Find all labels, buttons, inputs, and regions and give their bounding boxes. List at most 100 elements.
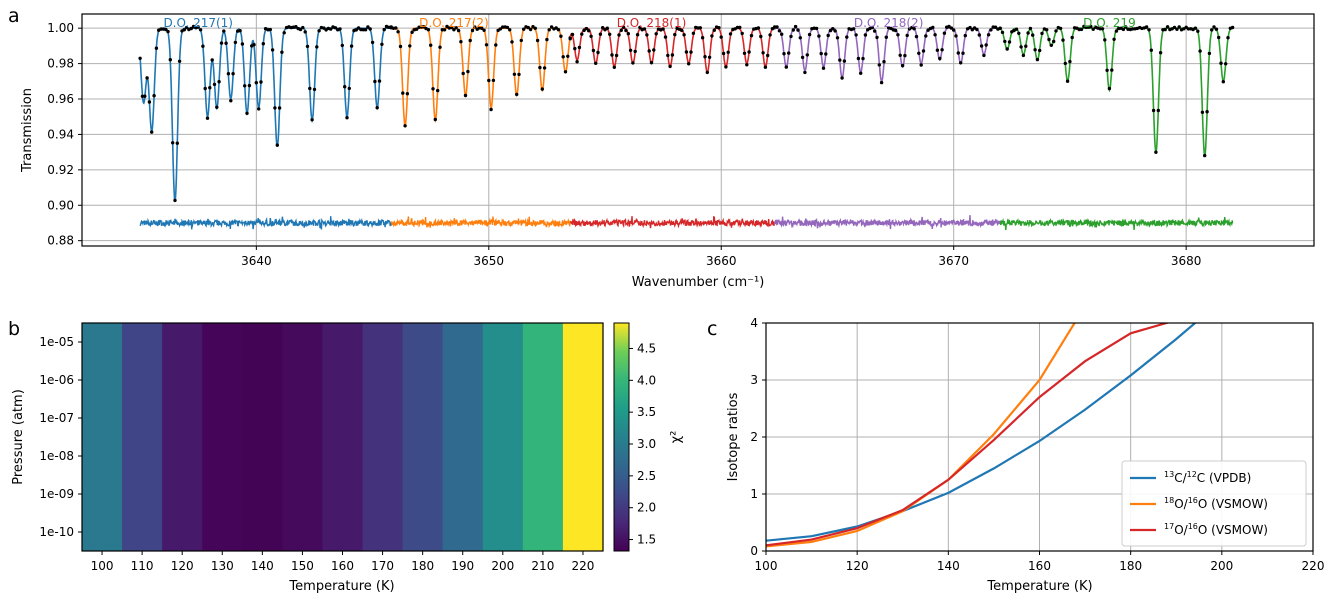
transmission-data-point: [1054, 29, 1058, 33]
transmission-data-point: [961, 51, 965, 55]
transmission-data-point: [914, 34, 919, 39]
transmission-data-point: [229, 99, 233, 103]
transmission-data-point: [617, 33, 621, 37]
transmission-data-point: [863, 33, 868, 37]
transmission-data-point: [1019, 45, 1023, 49]
transmission-data-point: [522, 27, 526, 31]
transmission-data-point: [594, 61, 598, 65]
transmission-data-point: [1203, 153, 1207, 158]
transmission-data-point: [468, 38, 472, 43]
transmission-data-point: [882, 60, 886, 64]
transmission-data-point: [870, 25, 874, 30]
transmission-data-point: [587, 29, 591, 33]
transmission-data-point: [780, 32, 784, 36]
transmission-data-point: [482, 28, 486, 32]
transmission-data-point: [787, 51, 791, 55]
transmission-data-point: [721, 51, 726, 56]
transmission-data-point: [1047, 37, 1051, 42]
transmission-data-point: [538, 65, 542, 70]
transmission-data-point: [1224, 62, 1228, 66]
heatmap-xtick-label: 130: [211, 559, 234, 573]
transmission-data-point: [824, 52, 828, 56]
transmission-ytick-label: 0.98: [47, 57, 74, 71]
transmission-data-point: [575, 60, 579, 64]
transmission-data-point: [942, 31, 947, 35]
isotope-xtick-label: 140: [937, 559, 960, 573]
legend-entry: 17O/16O (VSMOW): [1164, 522, 1268, 537]
transmission-data-point: [826, 33, 830, 38]
transmission-data-point: [903, 53, 907, 58]
heatmap-cell: [522, 323, 564, 551]
transmission-data-point: [856, 56, 861, 61]
transmission-data-point: [666, 53, 670, 58]
transmission-data-point: [1014, 27, 1019, 31]
heatmap-cell: [442, 323, 484, 551]
transmission-data-point: [605, 26, 609, 30]
transmission-data-point: [168, 58, 172, 62]
transmission-data-point: [691, 31, 696, 35]
transmission-data-point: [1063, 61, 1068, 66]
transmission-data-point: [998, 26, 1002, 30]
transmission-data-point: [1212, 25, 1216, 29]
heatmap-ticks: 100 110 120 130 140 150 160 170 180 190 200 210 220 1…: [39, 335, 594, 573]
transmission-data-point: [947, 24, 951, 29]
transmission-data-point: [805, 53, 809, 57]
transmission-data-point: [1221, 80, 1226, 84]
transmission-data-point: [219, 41, 224, 45]
transmission-data-point: [933, 33, 937, 37]
colorbar-tick-label: 2.5: [637, 469, 656, 483]
transmission-data-point: [635, 33, 640, 37]
transmission-data-point: [512, 72, 517, 77]
transmission-data-point: [238, 29, 242, 33]
heatmap-xtick-label: 170: [371, 559, 394, 573]
transmission-data-point: [375, 106, 379, 110]
transmission-data-point: [224, 41, 228, 45]
transmission-residual-line-3: [774, 215, 1001, 230]
transmission-data-point: [845, 35, 849, 39]
transmission-data-point: [749, 33, 754, 38]
transmission-data-point: [189, 26, 193, 31]
isotope-ytick-label: 1: [750, 487, 758, 501]
transmission-data-point: [807, 32, 812, 37]
transmission-data-point: [763, 65, 768, 69]
transmission-data-point: [710, 34, 714, 38]
transmission-data-point: [410, 30, 414, 34]
transmission-data-point: [838, 58, 842, 62]
transmission-data-point: [963, 33, 967, 38]
transmission-data-point: [638, 25, 642, 30]
transmission-xtick-label: 3670: [938, 254, 969, 268]
transmission-data-point: [782, 52, 786, 56]
transmission-data-point: [556, 28, 561, 32]
transmission-data-point: [254, 81, 258, 85]
transmission-data-point: [573, 46, 577, 51]
transmission-data-point: [338, 27, 342, 31]
transmission-data-point: [452, 28, 456, 32]
transmission-data-point: [793, 24, 798, 29]
chi-square-heatmap: 100 110 120 130 140 150 160 170 180 190 200 210 220 1…: [11, 322, 684, 594]
transmission-residual-line-1: [390, 216, 571, 229]
transmission-data-point: [542, 66, 547, 70]
transmission-data-point: [975, 27, 979, 32]
transmission-data-point: [931, 25, 935, 30]
transmission-data-point: [403, 124, 407, 128]
isotope-series-line-0: [766, 323, 1197, 542]
isotope-ytick-label: 3: [750, 373, 758, 387]
transmission-data-point: [1230, 25, 1235, 30]
transmission-data-point: [724, 65, 728, 69]
transmission-data-point: [561, 55, 565, 59]
transmission-data-point: [1068, 59, 1072, 64]
transmission-data-point: [270, 48, 275, 52]
transmission-data-point: [152, 94, 156, 98]
transmission-data-point: [408, 44, 412, 48]
transmission-data-point: [977, 33, 981, 37]
transmission-data-point: [394, 26, 398, 30]
transmission-data-point: [547, 28, 551, 32]
transmission-data-point: [345, 116, 349, 120]
transmission-data-point: [1079, 27, 1084, 32]
transmission-data-point: [1110, 68, 1114, 72]
transmission-data-point: [366, 25, 370, 29]
transmission-data-point: [614, 53, 619, 58]
transmission-data-point: [315, 45, 319, 49]
heatmap-xtick-label: 150: [291, 559, 314, 573]
transmission-data-point: [854, 33, 858, 37]
